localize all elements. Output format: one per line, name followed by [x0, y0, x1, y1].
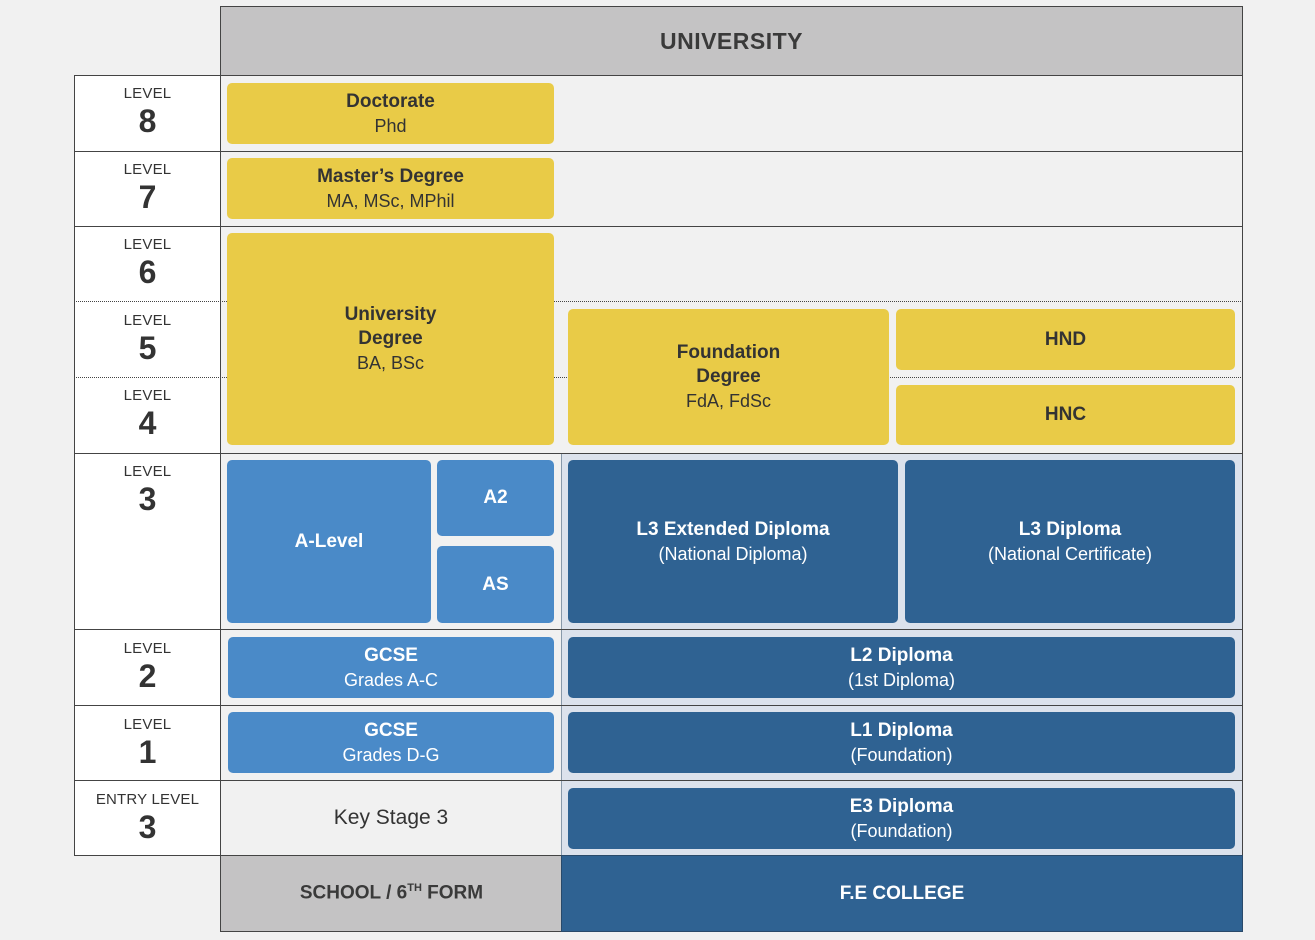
box-subtitle: (National Certificate) — [987, 543, 1153, 564]
level-number: 7 — [138, 179, 157, 215]
college-footer: F.E COLLEGE — [561, 855, 1243, 932]
level-word: LEVEL — [123, 640, 172, 657]
level-cell-2: LEVEL 2 — [74, 630, 221, 706]
row-line — [74, 780, 1243, 781]
l3-extended-diploma-box: L3 Extended Diploma (National Diploma) — [568, 460, 898, 623]
box-subtitle: FdA, FdSc — [685, 391, 772, 411]
level-word: LEVEL — [123, 85, 172, 102]
level-number: 3 — [138, 809, 157, 845]
box-title: A-Level — [294, 530, 364, 552]
doctorate-box: Doctorate Phd — [227, 83, 554, 144]
level-cell-3: LEVEL 3 — [74, 453, 221, 630]
level-word: LEVEL — [123, 161, 172, 178]
level-word: LEVEL — [123, 312, 172, 329]
box-subtitle: (Foundation) — [850, 744, 953, 765]
gcse-dg-box: GCSE Grades D-G — [228, 712, 554, 773]
college-footer-label: F.E COLLEGE — [839, 882, 965, 904]
school-footer: SCHOOL / 6TH FORM — [220, 855, 562, 932]
box-title: HND — [1044, 328, 1087, 350]
box-title: Doctorate — [346, 90, 435, 112]
box-title: GCSE — [364, 719, 418, 741]
university-title: UNIVERSITY — [659, 27, 804, 54]
a2-box: A2 — [437, 460, 554, 536]
level-number: 5 — [138, 330, 157, 366]
row-line — [74, 75, 1243, 76]
l2-diploma-box: L2 Diploma (1st Diploma) — [568, 637, 1235, 698]
box-title: E3 Diploma — [849, 795, 954, 817]
school-footer-label: SCHOOL / 6TH FORM — [300, 882, 483, 904]
box-title: Degree — [358, 328, 423, 349]
level-number: 4 — [138, 405, 157, 441]
box-title: AS — [482, 573, 509, 595]
row-line — [74, 629, 1243, 630]
level-word: ENTRY LEVEL — [95, 791, 200, 808]
box-subtitle: (National Diploma) — [658, 543, 808, 564]
level-cell-1: LEVEL 1 — [74, 706, 221, 781]
box-title: Master’s Degree — [317, 165, 464, 187]
box-subtitle: Grades D-G — [342, 744, 440, 765]
row-line — [74, 226, 1243, 227]
l1-diploma-box: L1 Diploma (Foundation) — [568, 712, 1235, 773]
school-footer-tail: FORM — [421, 882, 484, 904]
college-panel-divider — [561, 453, 562, 856]
row-line — [74, 453, 1243, 454]
key-stage-label: Key Stage 3 — [333, 806, 449, 829]
level-cell-7: LEVEL 7 — [74, 151, 221, 226]
hnd-box: HND — [896, 309, 1235, 370]
e3-diploma-box: E3 Diploma (Foundation) — [568, 788, 1235, 849]
gcse-ac-box: GCSE Grades A-C — [228, 637, 554, 698]
level-word: LEVEL — [123, 463, 172, 480]
box-subtitle: BA, BSc — [356, 353, 425, 373]
box-title: University — [344, 304, 437, 325]
foundation-degree-box: Foundation Degree FdA, FdSc — [568, 309, 889, 445]
university-degree-box: University Degree BA, BSc — [227, 233, 554, 445]
box-title: GCSE — [364, 644, 418, 666]
box-title: L3 Diploma — [1018, 518, 1122, 540]
box-subtitle: MA, MSc, MPhil — [326, 190, 455, 211]
box-subtitle: (Foundation) — [850, 820, 953, 841]
row-line — [74, 151, 1243, 152]
level-cell-4: LEVEL 4 — [74, 377, 221, 453]
row-line-dotted — [74, 301, 1243, 302]
box-title: Degree — [696, 366, 761, 387]
school-footer-sup: TH — [407, 882, 422, 895]
level-cell-5: LEVEL 5 — [74, 302, 221, 377]
school-footer-main: SCHOOL / 6 — [299, 882, 408, 904]
as-box: AS — [437, 546, 554, 623]
level-word: LEVEL — [123, 387, 172, 404]
level-word: LEVEL — [123, 716, 172, 733]
level-number: 1 — [138, 734, 157, 770]
box-title: L3 Extended Diploma — [636, 518, 830, 540]
level-cell-8: LEVEL 8 — [74, 75, 221, 151]
level-cell-entry: ENTRY LEVEL 3 — [74, 781, 221, 856]
level-number: 6 — [138, 254, 157, 290]
level-number: 8 — [138, 103, 157, 139]
box-title: L1 Diploma — [850, 719, 953, 741]
box-title: A2 — [483, 487, 508, 508]
masters-box: Master’s Degree MA, MSc, MPhil — [227, 158, 554, 219]
level-number: 2 — [138, 658, 157, 694]
hnc-box: HNC — [896, 385, 1235, 445]
box-title: L2 Diploma — [850, 644, 953, 666]
l3-diploma-box: L3 Diploma (National Certificate) — [905, 460, 1235, 623]
row-line — [74, 705, 1243, 706]
university-header: UNIVERSITY — [220, 6, 1243, 76]
key-stage-cell: Key Stage 3 — [221, 781, 561, 855]
box-title: HNC — [1044, 404, 1087, 425]
a-level-box: A-Level — [227, 460, 431, 623]
level-number: 3 — [138, 481, 157, 517]
level-word: LEVEL — [123, 236, 172, 253]
box-subtitle: (1st Diploma) — [847, 669, 956, 690]
level-cell-6: LEVEL 6 — [74, 226, 221, 302]
box-subtitle: Grades A-C — [343, 669, 439, 690]
box-title: Foundation — [676, 342, 781, 363]
box-subtitle: Phd — [374, 115, 407, 136]
